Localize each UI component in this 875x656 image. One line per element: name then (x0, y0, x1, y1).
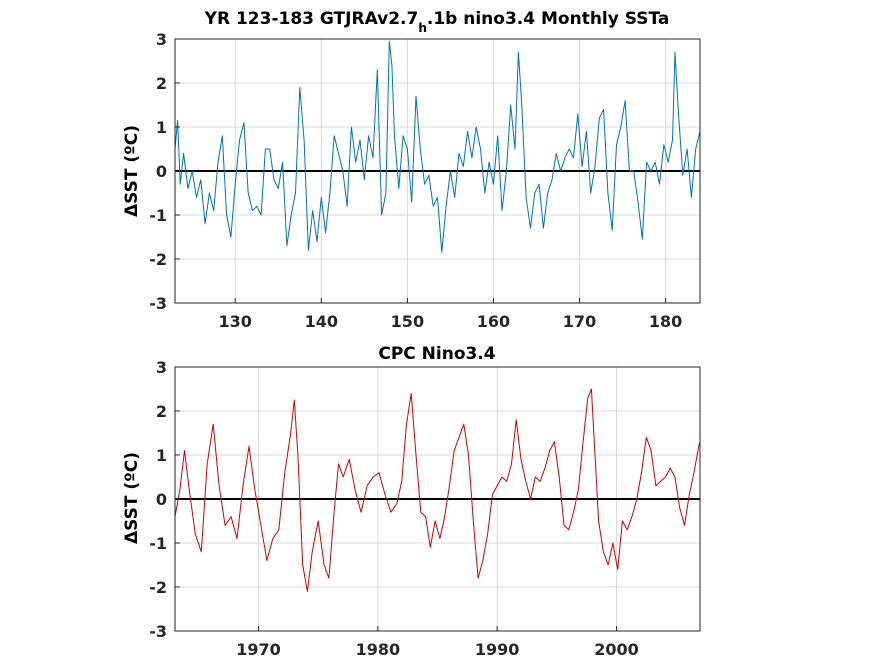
y-tick-label: 3 (156, 30, 167, 49)
series-line (174, 40, 701, 253)
y-tick-label: 2 (156, 74, 167, 93)
x-tick-label: 1980 (356, 640, 401, 656)
y-tick-label: 0 (156, 162, 167, 181)
x-tick-label: 170 (563, 312, 596, 331)
x-tick-label: 180 (649, 312, 682, 331)
chart-model-sst: YR 123-183 GTJRAv2.7h.1b nino3.4 Monthly… (122, 9, 701, 331)
x-tick-label: 140 (305, 312, 338, 331)
x-tick-label: 1990 (475, 640, 520, 656)
y-tick-label: 0 (156, 490, 167, 509)
series-cpc-nino34-anomaly (174, 388, 701, 592)
chart-title: CPC Nino3.4 (378, 344, 495, 364)
x-tick-label: 1970 (236, 640, 281, 656)
y-tick-label: -1 (149, 206, 167, 225)
chart-title: YR 123-183 GTJRAv2.7h.1b nino3.4 Monthly… (204, 9, 670, 35)
y-tick-label: -1 (149, 534, 167, 553)
y-tick-label: 1 (156, 446, 167, 465)
y-tick-labels: -3 -2 -1 0 1 2 3 (149, 30, 180, 313)
y-tick-label: -2 (149, 250, 167, 269)
x-tick-label: 150 (391, 312, 424, 331)
y-tick-label: -3 (149, 294, 167, 313)
y-tick-label: -3 (149, 622, 167, 641)
series-line (174, 388, 701, 592)
x-tick-labels: 1970 1980 1990 2000 (236, 626, 639, 656)
y-axis-label: ΔSST (ºC) (122, 452, 142, 544)
x-tick-labels: 130 140 150 160 170 180 (219, 298, 682, 331)
y-tick-label: -2 (149, 578, 167, 597)
x-tick-label: 130 (219, 312, 252, 331)
y-axis-label: ΔSST (ºC) (122, 125, 142, 217)
y-tick-label: 2 (156, 402, 167, 421)
series-model-sst-anomaly (174, 40, 701, 253)
y-tick-label: 3 (156, 358, 167, 377)
y-tick-labels: -3 -2 -1 0 1 2 3 (149, 358, 180, 641)
x-tick-label: 160 (477, 312, 510, 331)
x-tick-label: 2000 (594, 640, 639, 656)
y-tick-label: 1 (156, 118, 167, 137)
chart-cpc-nino34: CPC Nino3.4 ΔSST (ºC) 1970 1980 1990 2000 -… (122, 344, 701, 656)
